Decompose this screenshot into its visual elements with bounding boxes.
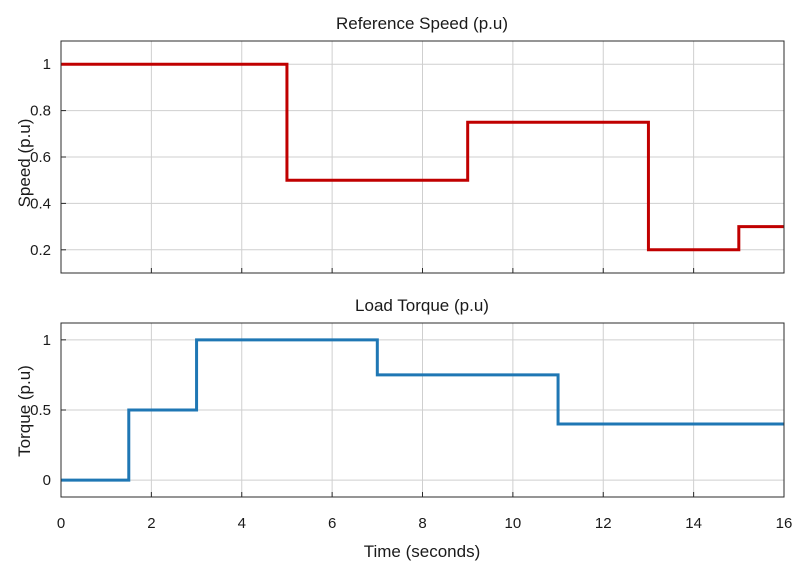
chart-title: Reference Speed (p.u) [336, 14, 508, 33]
x-tick-label: 16 [776, 515, 793, 532]
load-torque-chart: Load Torque (p.u) Torque (p.u) Time (sec… [15, 296, 792, 561]
plot-frame [60, 322, 785, 498]
x-tick-label: 4 [238, 515, 246, 532]
x-tick-label: 0 [57, 515, 65, 532]
reference-speed-chart: Reference Speed (p.u) Speed (p.u) 0.2 0.4… [15, 14, 785, 274]
x-tick-label: 2 [147, 515, 155, 532]
plot-frame [60, 40, 785, 274]
x-tick-label: 10 [505, 515, 522, 532]
y-tick-label: 0.2 [30, 242, 51, 259]
y-tick-label: 0.8 [30, 103, 51, 120]
x-axis-label: Time (seconds) [364, 542, 481, 561]
y-tick-label: 0.6 [30, 149, 51, 166]
chart-title: Load Torque (p.u) [355, 296, 489, 315]
x-tick-label: 6 [328, 515, 336, 532]
series-line [61, 62, 784, 252]
y-axis-label: Torque (p.u) [15, 365, 34, 457]
y-axis-label: Speed (p.u) [15, 119, 34, 208]
y-tick-label: 1 [43, 56, 51, 73]
series-line [61, 338, 784, 482]
y-tick-label: 0.4 [30, 195, 51, 212]
x-tick-label: 8 [418, 515, 426, 532]
y-tick-label: 1 [43, 332, 51, 349]
x-tick-label: 12 [595, 515, 612, 532]
x-tick-label: 14 [685, 515, 702, 532]
y-tick-label: 0.5 [30, 402, 51, 419]
y-tick-label: 0 [43, 472, 51, 489]
